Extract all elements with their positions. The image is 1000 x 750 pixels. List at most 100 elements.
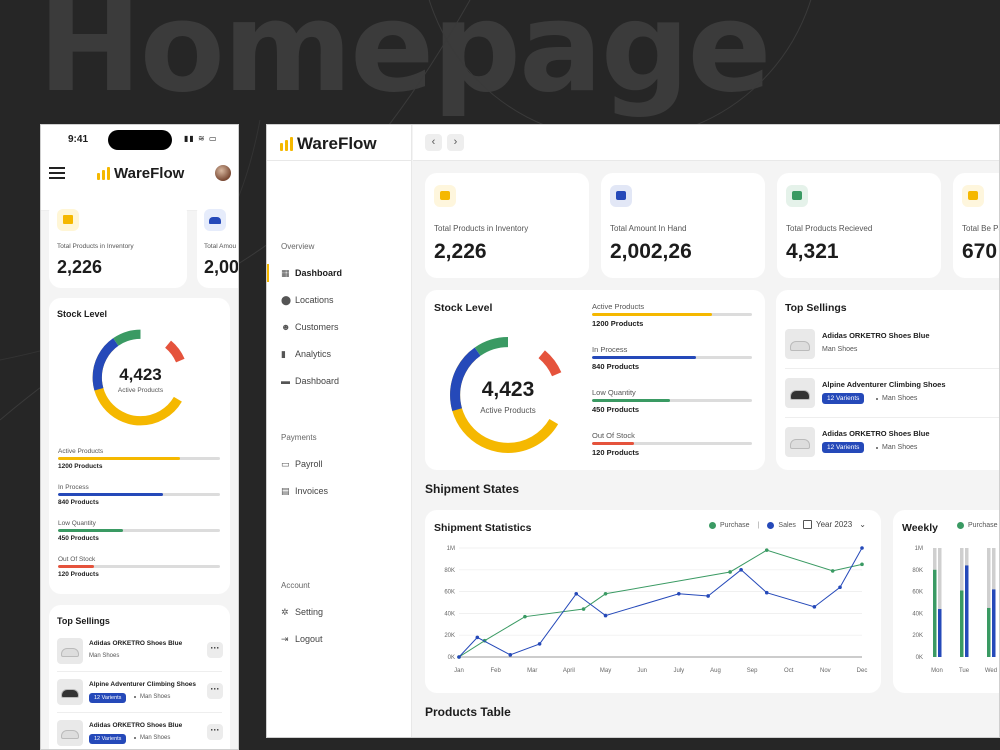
sidebar-item[interactable]: ▤ Invoices: [281, 486, 328, 496]
sidebar-section-title: Overview: [281, 242, 315, 251]
stat-card-amount: Total Amou 2,00: [197, 200, 239, 288]
warehouse-icon: [786, 185, 808, 207]
stock-row-label: In Process: [592, 345, 628, 354]
product-category: Man Shoes: [882, 395, 918, 402]
mobile-app-screen: 9:41 ▮▮ ≋ ▭ WareFlow Total Products in I…: [40, 124, 239, 750]
product-name: Adidas ORKETRO Shoes Blue: [89, 722, 183, 729]
x-tick-label: Dec: [857, 668, 868, 674]
stat-value: 2,00: [204, 257, 239, 277]
chart-title: Shipment Statistics: [434, 522, 532, 534]
data-point: [508, 653, 513, 657]
sidebar-item-label: Customers: [295, 322, 339, 332]
sidebar-item-label: Locations: [295, 295, 334, 305]
product-thumbnail: [785, 378, 815, 408]
stock-progress-fill: [58, 565, 94, 568]
stat-value: 4,321: [786, 240, 839, 263]
sidebar-item[interactable]: ▬ Dashboard: [281, 376, 339, 386]
stock-level-card: Stock Level 4,423 Active Products Active…: [49, 298, 230, 594]
stat-label: Total Products Recieved: [786, 224, 873, 233]
sidebar-item-label: Dashboard: [295, 268, 343, 278]
bar-sales: [965, 565, 969, 657]
y-tick-label: 20K: [444, 633, 455, 639]
stock-progress-fill: [592, 399, 671, 402]
status-bar: 9:41 ▮▮ ≋ ▭: [41, 125, 238, 155]
stock-progress-fill: [58, 493, 164, 496]
variants-badge: 12 Varients: [822, 393, 865, 404]
weekly-card: Weekly Purchase 0K 20K 40K 60K 80K 1M Mon Tue We…: [893, 510, 999, 693]
product-name: Adidas ORKETRO Shoes Blue: [822, 429, 930, 438]
x-tick-label: Wed: [985, 668, 997, 674]
sidebar-item-label: Dashboard: [295, 376, 340, 386]
stat-value: 2,002,26: [610, 240, 692, 263]
stock-progress-bar: [592, 356, 752, 359]
sidebar-item-label: Analytics: [295, 349, 332, 359]
y-tick-label: 0K: [448, 655, 455, 661]
x-tick-label: Jan: [454, 668, 464, 674]
sidebar-item[interactable]: ✲ Setting: [281, 607, 323, 617]
product-category: Man Shoes: [89, 653, 120, 659]
shipment-line-chart: 0K 20K 40K 60K 80K 1M Jan Feb Mar April May Jun July…: [444, 546, 868, 674]
back-button[interactable]: ‹: [425, 134, 442, 151]
y-tick-label: 1M: [447, 546, 455, 552]
stat-card: Total Products Recieved 4,321: [777, 173, 941, 278]
section-title-shipment-states: Shipment States: [425, 482, 520, 496]
stock-progress-bar: [58, 565, 220, 568]
product-name: Alpine Adventurer Climbing Shoes: [822, 380, 946, 389]
x-tick-label: Mon: [931, 668, 943, 674]
more-options-button[interactable]: ···: [207, 683, 223, 699]
y-tick-label: 0K: [916, 655, 923, 661]
data-point: [739, 568, 743, 572]
group-icon: [610, 185, 632, 207]
logo-bars-icon: [97, 167, 110, 180]
more-options-button[interactable]: ···: [207, 724, 223, 740]
data-point: [603, 613, 608, 618]
stock-progress-fill: [592, 313, 712, 316]
sidebar-item[interactable]: ▦ Dashboard: [281, 268, 342, 278]
top-sellings-card: Top Sellings Adidas ORKETRO Shoes Blue Ma…: [49, 605, 230, 749]
divider: [785, 417, 999, 418]
chevron-down-icon: ⌄: [859, 520, 866, 529]
donut-center-label: Active Products: [117, 387, 164, 394]
card-title: Stock Level: [57, 309, 108, 319]
logo: WareFlow: [97, 165, 184, 182]
stock-row-label: Active Products: [58, 448, 104, 455]
chart-title: Weekly: [902, 522, 938, 534]
stock-row-value: 840 Products: [592, 362, 640, 371]
stock-row-value: 120 Products: [592, 448, 640, 457]
forward-button[interactable]: ›: [447, 134, 464, 151]
card-title: Top Sellings: [785, 302, 847, 314]
active-indicator: [267, 264, 269, 282]
sidebar-item-label: Invoices: [295, 486, 329, 496]
card-title: Stock Level: [434, 302, 493, 314]
sidebar-item[interactable]: ▭ Payroll: [281, 459, 323, 469]
card-title: Top Sellings: [57, 616, 110, 626]
sidebar-item[interactable]: ⇥ Logout: [281, 634, 323, 644]
sidebar-item[interactable]: ⬤ Locations: [281, 295, 334, 305]
product-thumbnail: [57, 638, 83, 664]
menu-icon[interactable]: [49, 167, 65, 179]
sidebar-item[interactable]: ▮ Analytics: [281, 349, 331, 359]
sidebar-item[interactable]: ☻ Customers: [281, 322, 339, 332]
stock-row-value: 450 Products: [58, 535, 99, 542]
sidebar-item-label: Setting: [295, 607, 324, 617]
x-tick-label: Jun: [637, 668, 647, 674]
year-select[interactable]: Year 2023 ⌄: [803, 520, 866, 529]
variants-badge: 12 Varients: [822, 442, 865, 453]
avatar[interactable]: [215, 165, 231, 181]
product-category: Man Shoes: [822, 346, 858, 353]
data-point: [475, 635, 480, 640]
stock-row-label: In Process: [58, 484, 89, 491]
data-point: [860, 546, 864, 550]
stat-label: Total Be Pa: [962, 224, 1000, 233]
product-thumbnail: [57, 679, 83, 705]
dynamic-island: [108, 130, 172, 150]
y-tick-label: 20K: [912, 633, 923, 639]
y-tick-label: 80K: [912, 568, 923, 574]
more-options-button[interactable]: ···: [207, 642, 223, 658]
divider: [267, 160, 412, 161]
divider: [785, 368, 999, 369]
data-point: [523, 614, 527, 619]
bar-sales: [938, 609, 942, 657]
x-tick-label: Oct: [784, 668, 794, 674]
series-line-purchase: [458, 549, 863, 658]
